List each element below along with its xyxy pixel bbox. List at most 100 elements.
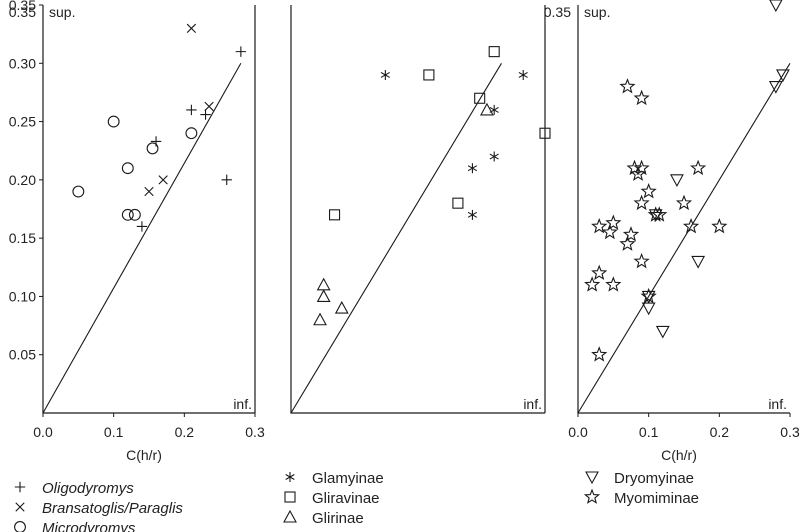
point-star5: [591, 217, 608, 234]
corner-label-inf: inf.: [523, 396, 542, 412]
point-square: [474, 92, 486, 104]
point-triangle: [313, 312, 327, 326]
point-star5: [640, 287, 657, 304]
reference-line: [577, 63, 791, 414]
point-plus: [235, 46, 247, 57]
series-star: [380, 69, 528, 220]
point-star5: [690, 159, 707, 176]
point-star5: [675, 194, 693, 211]
point-star5: [605, 276, 622, 292]
legend-1: Oligodyromys Bransatoglis/Paraglis Micrody…: [14, 480, 183, 532]
point-star: [467, 163, 478, 174]
point-cross: [204, 101, 214, 112]
corner-label-sup: sup.: [49, 4, 75, 20]
y-tick-label: 0.10: [9, 288, 36, 304]
point-star5: [619, 78, 636, 94]
legend-label: Dryomyinae: [614, 470, 694, 487]
point-circle: [72, 185, 85, 198]
legend-marker-star: [285, 472, 295, 482]
legend-marker-square: [284, 491, 296, 503]
legend-label: Gliravinae: [312, 490, 380, 507]
series-star5: [584, 78, 728, 362]
point-plus: [200, 109, 211, 120]
series-circle: [72, 115, 198, 221]
reference-line: [290, 63, 502, 414]
point-star5: [633, 252, 650, 269]
legend-marker-triangle-down: [585, 471, 599, 485]
y-tick-label: 0.25: [9, 114, 36, 130]
point-triangle-down: [691, 255, 706, 269]
point-circle: [107, 115, 120, 128]
x-tick-label: 0.0: [568, 424, 588, 440]
legend-label: Bransatoglis/Paraglis: [42, 500, 183, 517]
x-tick-label: 0.2: [710, 424, 730, 440]
axis-frame: [577, 5, 790, 414]
point-star: [489, 104, 499, 115]
point-star5: [605, 214, 622, 230]
point-star: [380, 69, 390, 80]
point-square: [539, 127, 551, 139]
y-tick-label: 0.15: [9, 230, 36, 246]
axis-frame: [42, 5, 255, 414]
y-tick-label: 0.30: [9, 55, 36, 71]
legend-marker-plus: [14, 481, 26, 493]
point-star5: [601, 223, 618, 240]
x-axis-label: C(h/r): [661, 447, 697, 463]
point-star: [518, 69, 528, 80]
y-tick-label: 0.35: [9, 0, 36, 13]
legend-2: Glamyinae Gliravinae Glirinae: [283, 470, 384, 527]
point-star5: [591, 346, 608, 362]
point-circle: [121, 162, 134, 175]
legend-3: Dryomyinae Myomiminae: [583, 470, 699, 507]
series-cross: [144, 23, 214, 197]
point-cross: [158, 175, 168, 185]
point-circle: [128, 208, 141, 221]
x-tick-label: 0.3: [245, 424, 265, 440]
point-plus: [221, 174, 232, 186]
point-square: [423, 69, 435, 81]
legend-label: Glirinae: [312, 510, 364, 527]
legend-marker-star5: [583, 488, 601, 504]
point-cross: [186, 23, 197, 33]
point-square: [488, 46, 500, 58]
point-star5: [622, 226, 640, 242]
series-square: [328, 46, 551, 221]
point-triangle-down: [670, 174, 684, 188]
point-circle: [121, 208, 134, 221]
legend-marker-cross: [15, 502, 25, 512]
point-triangle-down: [769, 0, 783, 13]
y-tick-label: 0.20: [9, 172, 36, 188]
point-star: [467, 209, 478, 220]
corner-label-inf: inf.: [768, 396, 787, 412]
panel-2: inf.: [290, 5, 551, 414]
series-triangle: [313, 102, 494, 326]
series-triangle-down: [641, 0, 790, 339]
point-star5: [640, 182, 657, 199]
point-star: [489, 151, 499, 162]
x-tick-label: 0.0: [33, 424, 53, 440]
point-star5: [633, 194, 650, 211]
point-triangle-down: [776, 69, 790, 83]
y-tick-label: 0.05: [9, 347, 36, 363]
point-circle: [146, 142, 159, 155]
point-triangle: [480, 102, 494, 116]
point-star5: [633, 89, 650, 106]
legend-marker-triangle: [283, 509, 297, 523]
point-plus: [186, 104, 197, 116]
point-triangle: [316, 277, 331, 291]
panel-1: 0.05 0.10 0.15 0.20 0.25 0.30 0.35 0.0 0.1 0.2 0.3…: [9, 0, 265, 463]
point-star5: [591, 264, 608, 281]
point-circle: [185, 127, 198, 140]
y-top-tick-label: 0.35: [9, 4, 36, 20]
legend-label: Myomiminae: [614, 490, 699, 507]
x-tick-label: 0.3: [780, 424, 800, 440]
x-axis-label: C(h/r): [126, 447, 162, 463]
series-plus: [136, 46, 247, 232]
legend-label: Microdyromys: [42, 520, 136, 532]
panel-3: 0.0 0.1 0.2 0.3 C(h/r) sup. inf.: [568, 0, 800, 463]
point-star5: [682, 217, 700, 234]
point-triangle-down: [641, 302, 656, 316]
corner-label-sup: sup.: [584, 4, 610, 20]
point-square: [328, 209, 341, 221]
